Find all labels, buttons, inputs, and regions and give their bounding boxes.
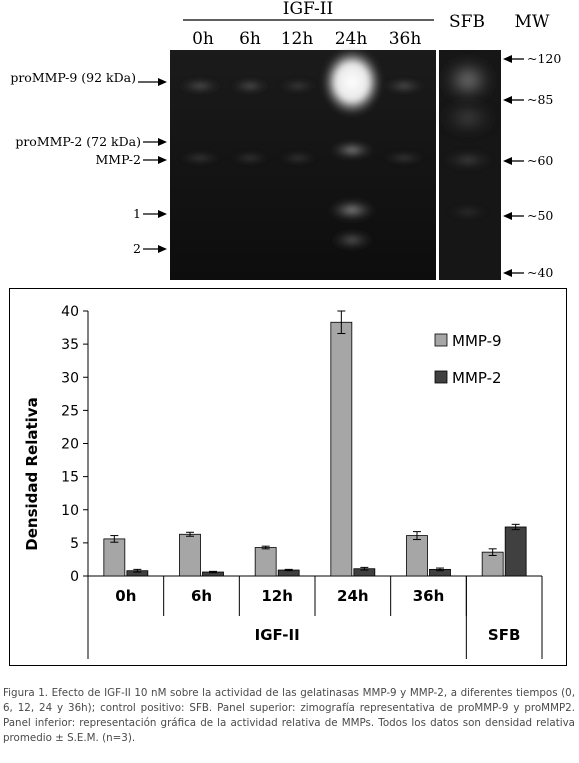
mw-label-85: ~85 <box>527 92 553 107</box>
gel-lane-label-36h: 36h <box>389 29 422 49</box>
category-label: 36h <box>413 587 445 605</box>
category-label: 6h <box>191 587 212 605</box>
legend-swatch <box>434 370 448 384</box>
y-tick-label: 15 <box>61 470 79 486</box>
mw-label-120: ~120 <box>527 51 561 66</box>
marker-label-band2: 2 <box>133 241 141 256</box>
bar-mmp-2 <box>504 526 527 577</box>
group-label: SFB <box>488 626 520 644</box>
y-tick-label: 30 <box>61 370 79 386</box>
legend-label: MMP-9 <box>452 332 502 350</box>
category-label: 24h <box>337 587 369 605</box>
y-tick-label: 35 <box>61 337 79 353</box>
y-tick-label: 10 <box>61 503 79 519</box>
gel-sfb-lane <box>439 50 501 280</box>
legend-swatch <box>434 333 448 347</box>
gel-lane-label-0h: 0h <box>192 29 214 49</box>
bar-mmp-9 <box>103 538 126 577</box>
gel-lane-label-24h: 24h <box>335 29 368 49</box>
y-tick-label: 5 <box>70 536 79 552</box>
marker-label-mmp2: MMP-2 <box>95 152 141 167</box>
zymography-figure: IGF-II 0h 6h 12h 24h 36h SFB MW proMMP-9… <box>10 0 561 280</box>
gel-mw-header: MW <box>515 12 550 32</box>
mw-label-60: ~60 <box>527 153 553 168</box>
y-tick-label: 25 <box>61 403 79 419</box>
gel-lane-label-sfb: SFB <box>449 12 485 32</box>
marker-label-band1: 1 <box>133 206 141 221</box>
gel-main-panel <box>170 48 436 280</box>
gel-left-markers: proMMP-9 (92 kDa) proMMP-2 (72 kDa) MMP-… <box>10 70 167 256</box>
bar-chart-panel: Densidad Relativa 0 5 10 15 20 25 30 35 40 IGF-II… <box>9 288 567 666</box>
figure-caption: Figura 1. Efecto de IGF-II 10 nM sobre l… <box>3 687 575 744</box>
bar-mmp-9 <box>330 321 353 577</box>
y-tick-label: 40 <box>61 304 79 320</box>
marker-label-prommp2: proMMP-2 (72 kDa) <box>15 134 141 149</box>
category-label: 0h <box>115 587 136 605</box>
legend-label: MMP-2 <box>452 369 502 387</box>
y-tick-label: 20 <box>61 437 79 453</box>
group-label: IGF-II <box>255 626 300 644</box>
marker-label-prommp9: proMMP-9 (92 kDa) <box>10 70 136 85</box>
igf-group-label: IGF-II <box>283 0 334 19</box>
bar-mmp-9 <box>254 547 277 577</box>
bar-mmp-9 <box>406 535 428 577</box>
gel-mw-markers: ~120 ~85 ~60 ~50 ~40 <box>503 51 561 280</box>
bar-chart: Densidad Relativa 0 5 10 15 20 25 30 35 40 IGF-II… <box>23 304 543 659</box>
y-tick-label: 0 <box>70 569 79 585</box>
bar-mmp-9 <box>179 533 201 577</box>
category-label: 12h <box>261 587 293 605</box>
y-axis-title: Densidad Relativa <box>23 397 41 550</box>
gel-lane-label-12h: 12h <box>281 29 314 49</box>
mw-label-50: ~50 <box>527 208 553 223</box>
mw-label-40: ~40 <box>527 265 553 280</box>
gel-lane-label-6h: 6h <box>239 29 261 49</box>
